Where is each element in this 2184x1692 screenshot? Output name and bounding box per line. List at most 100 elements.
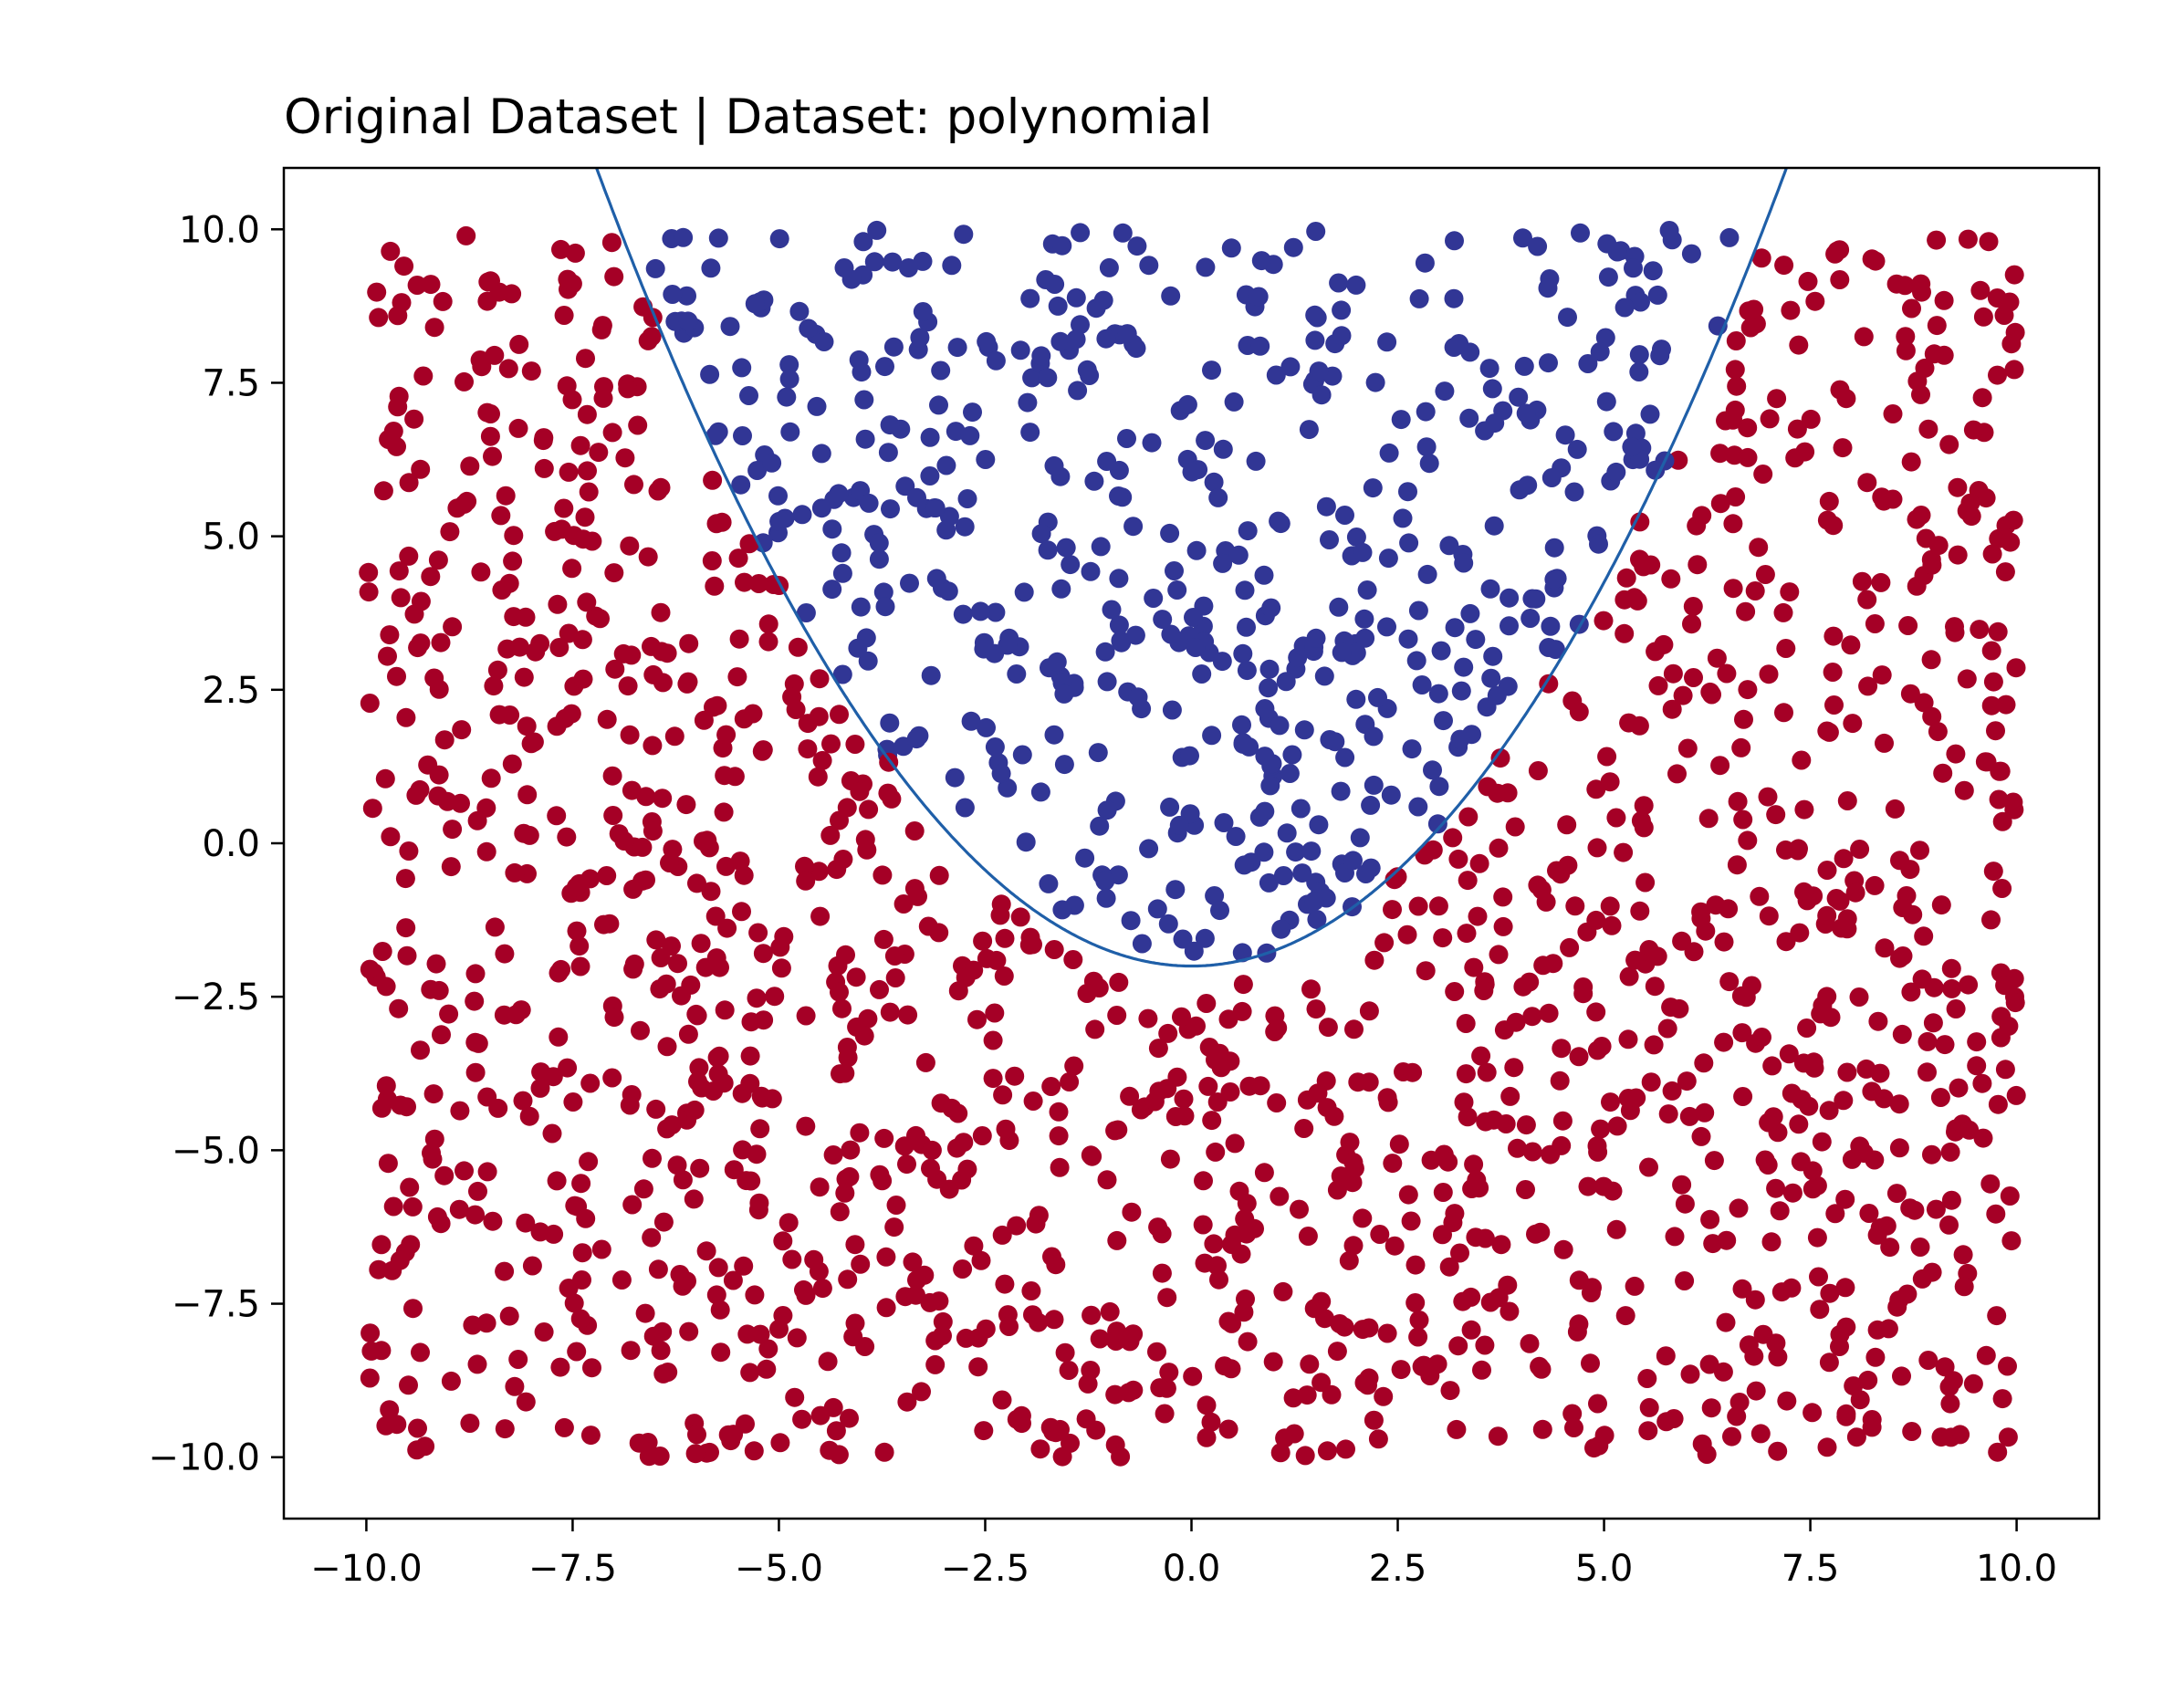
data-point-below-curve bbox=[1298, 1227, 1318, 1246]
data-point-below-curve bbox=[1461, 1320, 1481, 1340]
data-point-above-curve bbox=[873, 582, 893, 602]
data-point-above-curve bbox=[1368, 687, 1387, 707]
data-point-above-curve bbox=[700, 364, 720, 384]
data-point-below-curve bbox=[1675, 1194, 1695, 1214]
data-point-below-curve bbox=[1875, 733, 1894, 753]
data-point-below-curve bbox=[716, 725, 737, 745]
data-point-below-curve bbox=[1943, 1371, 1963, 1391]
data-point-below-curve bbox=[796, 1285, 816, 1305]
data-point-below-curve bbox=[1616, 568, 1636, 588]
data-point-below-curve bbox=[1629, 715, 1649, 736]
data-point-below-curve bbox=[508, 1350, 528, 1369]
data-point-below-curve bbox=[1311, 1373, 1332, 1393]
data-point-below-curve bbox=[1918, 1062, 1937, 1082]
data-point-below-curve bbox=[826, 1421, 846, 1441]
data-point-below-curve bbox=[1202, 1111, 1222, 1131]
data-point-below-curve bbox=[1630, 901, 1650, 921]
data-point-below-curve bbox=[1845, 883, 1865, 903]
data-point-below-curve bbox=[702, 551, 722, 570]
data-point-below-curve bbox=[1846, 1427, 1866, 1447]
data-point-below-curve bbox=[1225, 1133, 1245, 1154]
data-point-below-curve bbox=[1941, 958, 1961, 978]
data-point-below-curve bbox=[1865, 1347, 1886, 1367]
data-point-below-curve bbox=[1744, 299, 1764, 319]
data-point-above-curve bbox=[1173, 929, 1193, 949]
data-point-below-curve bbox=[424, 668, 444, 688]
data-point-below-curve bbox=[648, 481, 668, 501]
data-point-below-curve bbox=[1972, 388, 1992, 408]
data-point-below-curve bbox=[1986, 721, 2005, 741]
data-point-below-curve bbox=[873, 1171, 893, 1191]
data-point-below-curve bbox=[1817, 861, 1837, 880]
data-point-below-curve bbox=[689, 1058, 709, 1078]
data-point-below-curve bbox=[657, 1037, 677, 1057]
data-point-above-curve bbox=[705, 425, 726, 445]
data-point-below-curve bbox=[1781, 300, 1801, 320]
data-point-above-curve bbox=[739, 386, 758, 405]
data-point-above-curve bbox=[674, 227, 694, 247]
data-point-above-curve bbox=[1514, 356, 1534, 376]
data-point-above-curve bbox=[1590, 342, 1610, 361]
data-point-below-curve bbox=[534, 458, 554, 478]
data-point-below-curve bbox=[1123, 1324, 1144, 1344]
data-point-below-curve bbox=[2006, 1085, 2026, 1105]
data-point-below-curve bbox=[1896, 340, 1916, 360]
x-tick-label: 0.0 bbox=[1163, 1548, 1221, 1590]
data-point-below-curve bbox=[922, 1140, 942, 1160]
data-point-below-curve bbox=[1626, 1088, 1646, 1108]
data-point-above-curve bbox=[1273, 866, 1293, 885]
data-point-above-curve bbox=[1016, 832, 1036, 852]
data-point-below-curve bbox=[1701, 1398, 1721, 1418]
data-point-above-curve bbox=[920, 427, 940, 447]
data-point-above-curve bbox=[1051, 579, 1071, 599]
data-point-below-curve bbox=[476, 841, 496, 862]
data-point-below-curve bbox=[706, 948, 726, 968]
data-point-above-curve bbox=[907, 487, 926, 507]
data-point-below-curve bbox=[1026, 1214, 1046, 1234]
data-point-below-curve bbox=[387, 436, 406, 456]
data-point-below-curve bbox=[957, 1159, 977, 1179]
data-point-below-curve bbox=[1550, 1071, 1570, 1091]
data-point-below-curve bbox=[509, 334, 529, 354]
data-point-below-curve bbox=[467, 810, 487, 830]
data-point-above-curve bbox=[708, 228, 728, 248]
data-point-below-curve bbox=[372, 942, 392, 961]
data-point-below-curve bbox=[1902, 298, 1921, 319]
data-point-above-curve bbox=[1221, 238, 1241, 258]
data-point-below-curve bbox=[411, 1342, 430, 1363]
data-point-above-curve bbox=[1096, 888, 1116, 908]
data-point-below-curve bbox=[651, 1341, 671, 1361]
data-point-above-curve bbox=[939, 507, 959, 527]
data-point-below-curve bbox=[371, 1235, 392, 1255]
data-point-below-curve bbox=[1656, 1346, 1676, 1366]
data-point-below-curve bbox=[1294, 1119, 1314, 1138]
data-point-below-curve bbox=[1725, 360, 1745, 380]
data-point-below-curve bbox=[796, 1006, 816, 1026]
data-point-below-curve bbox=[823, 1145, 843, 1165]
data-point-above-curve bbox=[1681, 244, 1701, 264]
data-point-below-curve bbox=[1914, 926, 1934, 946]
data-point-above-curve bbox=[1482, 379, 1502, 399]
data-point-above-curve bbox=[1048, 296, 1068, 316]
data-point-below-curve bbox=[798, 714, 818, 734]
data-point-below-curve bbox=[559, 462, 579, 482]
data-point-below-curve bbox=[394, 256, 414, 277]
data-point-above-curve bbox=[1127, 236, 1147, 256]
data-point-below-curve bbox=[974, 1421, 994, 1441]
data-point-above-curve bbox=[1020, 288, 1040, 308]
data-point-below-curve bbox=[694, 831, 713, 851]
data-point-below-curve bbox=[850, 781, 870, 801]
data-point-below-curve bbox=[1174, 1089, 1194, 1109]
data-point-below-curve bbox=[1378, 1092, 1398, 1112]
data-point-below-curve bbox=[1817, 721, 1837, 741]
data-point-below-curve bbox=[1625, 1276, 1645, 1296]
data-point-below-curve bbox=[387, 666, 406, 686]
data-point-above-curve bbox=[1596, 392, 1616, 412]
data-point-below-curve bbox=[1588, 1394, 1607, 1414]
x-tick-label: −10.0 bbox=[310, 1548, 423, 1590]
data-point-above-curve bbox=[1125, 625, 1145, 645]
data-point-below-curve bbox=[1958, 229, 1978, 249]
data-point-above-curve bbox=[1014, 582, 1034, 602]
data-point-below-curve bbox=[882, 789, 902, 809]
data-point-above-curve bbox=[1128, 687, 1148, 707]
